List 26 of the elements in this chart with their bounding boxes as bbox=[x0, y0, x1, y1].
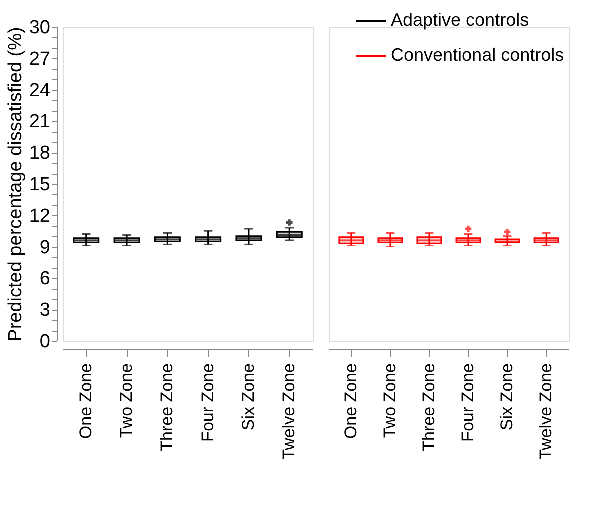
y-tick-label: 30 bbox=[29, 18, 50, 38]
y-axis-title: Predicted percentage dissatisfied (%) bbox=[5, 27, 26, 342]
x-tick-label: Six Zone bbox=[238, 364, 258, 431]
y-tick-label: 3 bbox=[40, 300, 50, 322]
x-tick-label: Four Zone bbox=[198, 364, 218, 442]
x-tick-label: One Zone bbox=[341, 364, 360, 440]
x-tick-label: Twelve Zone bbox=[280, 364, 299, 460]
legend-label: Conventional controls bbox=[391, 45, 564, 65]
y-tick-label: 18 bbox=[29, 143, 50, 164]
legend-label: Adaptive controls bbox=[391, 10, 530, 30]
x-tick-label: One Zone bbox=[76, 364, 96, 440]
x-tick-label: Twelve Zone bbox=[536, 364, 556, 460]
x-tick-label: Four Zone bbox=[458, 364, 478, 442]
y-tick-label: 9 bbox=[40, 237, 50, 258]
y-tick-label: 21 bbox=[29, 112, 50, 133]
x-tick-label: Three Zone bbox=[158, 364, 177, 452]
x-tick-label: Six Zone bbox=[498, 364, 517, 431]
x-tick-label: Three Zone bbox=[419, 364, 438, 452]
x-tick-label: Two Zone bbox=[380, 364, 400, 438]
y-tick-label: 27 bbox=[29, 48, 50, 70]
y-tick-label: 15 bbox=[29, 174, 50, 196]
y-tick-label: 24 bbox=[29, 80, 51, 102]
y-tick-label: 0 bbox=[40, 332, 50, 352]
y-tick-label: 6 bbox=[40, 268, 50, 290]
x-tick-label: Two Zone bbox=[117, 364, 136, 438]
y-tick-label: 12 bbox=[29, 206, 50, 227]
